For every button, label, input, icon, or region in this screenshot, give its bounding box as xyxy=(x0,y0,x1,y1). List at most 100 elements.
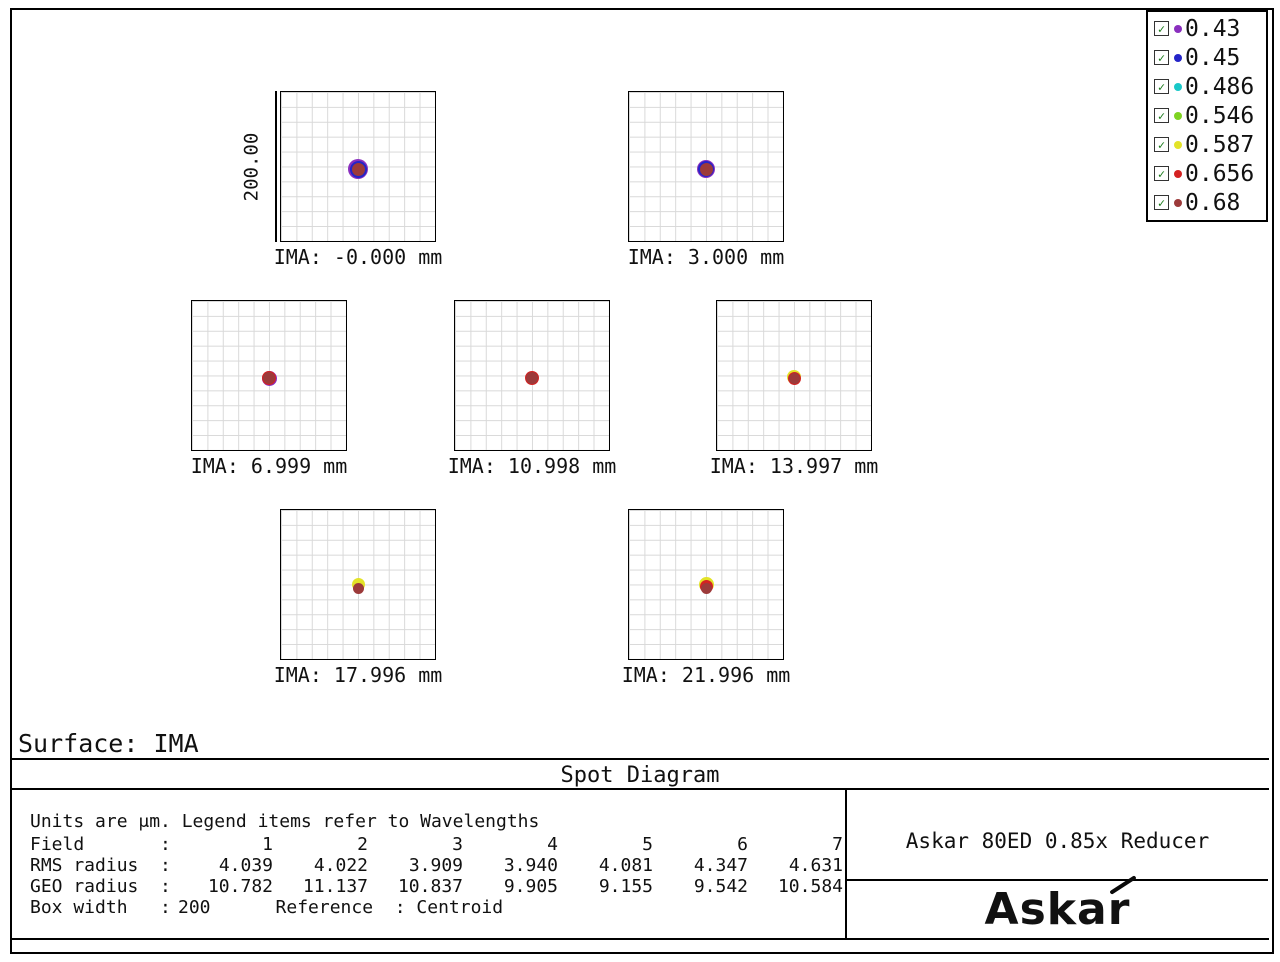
geo-value: 9.905 xyxy=(503,876,558,897)
scale-bar xyxy=(275,91,277,242)
wavelength-label: 0.656 xyxy=(1185,160,1255,187)
field-row-label: Field xyxy=(30,834,85,855)
colon: : xyxy=(160,834,171,855)
legend-checkbox[interactable]: ✓ xyxy=(1154,166,1169,181)
wavelength-label: 0.45 xyxy=(1185,44,1241,71)
spot-dot-068-icon xyxy=(526,372,538,385)
rms-value: 4.631 xyxy=(788,855,843,876)
field-value: 5 xyxy=(642,834,653,855)
wavelength-dot-icon xyxy=(1174,82,1182,91)
divider-line xyxy=(11,758,1269,760)
colon: : xyxy=(160,855,171,876)
legend-checkbox[interactable]: ✓ xyxy=(1154,79,1169,94)
spot-dot-068-icon xyxy=(351,162,365,176)
legend-item-0656: ✓ 0.656 xyxy=(1154,159,1266,188)
spot-box-field-3 xyxy=(191,300,347,451)
rms-value: 3.909 xyxy=(408,855,463,876)
spot-box-field-5 xyxy=(716,300,872,451)
divider-line xyxy=(11,788,1269,790)
legend-checkbox[interactable]: ✓ xyxy=(1154,195,1169,210)
legend-item-0587: ✓ 0.587 xyxy=(1154,130,1266,159)
spot-box-field-1 xyxy=(280,91,436,242)
legend-item-045: ✓ 0.45 xyxy=(1154,43,1266,72)
spot-box-field-6 xyxy=(280,509,436,660)
lens-title: Askar 80ED 0.85x Reducer xyxy=(905,829,1210,853)
brand-logo-text: Askar xyxy=(984,874,1138,935)
geo-row-label: GEO radius xyxy=(30,876,139,897)
spot-dot-068-icon xyxy=(700,582,712,594)
wavelength-label: 0.43 xyxy=(1185,15,1241,42)
wavelength-dot-icon xyxy=(1174,198,1182,207)
ima-label-field-3: IMA: 6.999 mm xyxy=(190,454,348,478)
footer-vertical-divider xyxy=(845,788,847,940)
page-title: Spot Diagram xyxy=(560,763,720,788)
spot-dot-068-icon xyxy=(263,372,275,385)
field-row: Field : 1 2 3 4 5 6 7 xyxy=(30,834,843,855)
ima-label-field-2: IMA: 3.000 mm xyxy=(627,245,785,269)
spot-box-field-4 xyxy=(454,300,610,451)
legend-item-0486: ✓ 0.486 xyxy=(1154,72,1266,101)
geo-row: GEO radius : 10.782 11.137 10.837 9.905 … xyxy=(30,876,843,897)
ima-label-field-1: IMA: -0.000 mm xyxy=(273,245,443,269)
wavelength-dot-icon xyxy=(1174,111,1182,120)
geo-value: 10.782 xyxy=(207,876,273,897)
wavelength-dot-icon xyxy=(1174,169,1182,178)
geo-value: 11.137 xyxy=(302,876,368,897)
units-note: Units are μm. Legend items refer to Wave… xyxy=(30,811,540,832)
footer-right-divider xyxy=(845,879,1268,881)
legend-checkbox[interactable]: ✓ xyxy=(1154,108,1169,123)
geo-value: 10.584 xyxy=(777,876,843,897)
colon: : xyxy=(160,897,171,918)
rms-row: RMS radius : 4.039 4.022 3.909 3.940 4.0… xyxy=(30,855,843,876)
wavelength-legend: ✓ 0.43 ✓ 0.45 ✓ 0.486 ✓ 0.546 ✓ 0.587 ✓ … xyxy=(1146,10,1268,222)
brand-logo: Askar xyxy=(847,874,1268,936)
ima-label-field-7: IMA: 21.996 mm xyxy=(621,663,791,687)
surface-label: Surface: IMA xyxy=(18,729,199,758)
geo-value: 9.155 xyxy=(598,876,653,897)
legend-item-068: ✓ 0.68 xyxy=(1154,188,1266,217)
wavelength-label: 0.68 xyxy=(1185,189,1241,216)
field-value: 6 xyxy=(737,834,748,855)
field-value: 4 xyxy=(547,834,558,855)
box-width-row: Box width : 200 Reference : Centroid xyxy=(30,897,843,918)
rms-value: 4.347 xyxy=(693,855,748,876)
ima-label-field-6: IMA: 17.996 mm xyxy=(273,663,443,687)
colon: : xyxy=(160,876,171,897)
ima-label-field-5: IMA: 13.997 mm xyxy=(709,454,879,478)
rms-value: 4.081 xyxy=(598,855,653,876)
legend-checkbox[interactable]: ✓ xyxy=(1154,50,1169,65)
legend-item-0546: ✓ 0.546 xyxy=(1154,101,1266,130)
box-width-label: Box width xyxy=(30,897,128,918)
rms-value: 4.022 xyxy=(313,855,368,876)
wavelength-label: 0.546 xyxy=(1185,102,1255,129)
brand-name: Askar xyxy=(984,883,1131,935)
legend-item-043: ✓ 0.43 xyxy=(1154,14,1266,43)
wavelength-dot-icon xyxy=(1174,24,1182,33)
spot-stats-table: Field : 1 2 3 4 5 6 7 RMS radius : 4.039… xyxy=(30,834,843,918)
geo-value: 9.542 xyxy=(693,876,748,897)
legend-checkbox[interactable]: ✓ xyxy=(1154,21,1169,36)
geo-value: 10.837 xyxy=(397,876,463,897)
legend-checkbox[interactable]: ✓ xyxy=(1154,137,1169,152)
rms-value: 4.039 xyxy=(218,855,273,876)
field-value: 1 xyxy=(262,834,273,855)
field-value: 2 xyxy=(357,834,368,855)
outer-frame xyxy=(10,8,1274,954)
field-value: 3 xyxy=(452,834,463,855)
spot-dot-068-icon xyxy=(352,582,364,594)
wavelength-label: 0.486 xyxy=(1185,73,1255,100)
spot-box-field-2 xyxy=(628,91,784,242)
box-width-reference: 200 Reference : Centroid xyxy=(178,897,504,918)
rms-row-label: RMS radius xyxy=(30,855,139,876)
field-value: 7 xyxy=(832,834,843,855)
wavelength-label: 0.587 xyxy=(1185,131,1255,158)
wavelength-dot-icon xyxy=(1174,140,1182,149)
footer-bottom-line xyxy=(11,938,1269,940)
ima-label-field-4: IMA: 10.998 mm xyxy=(447,454,617,478)
rms-value: 3.940 xyxy=(503,855,558,876)
spot-dot-068-icon xyxy=(788,372,800,384)
spot-box-field-7 xyxy=(628,509,784,660)
spot-dot-068-icon xyxy=(699,162,713,176)
wavelength-dot-icon xyxy=(1174,53,1182,62)
